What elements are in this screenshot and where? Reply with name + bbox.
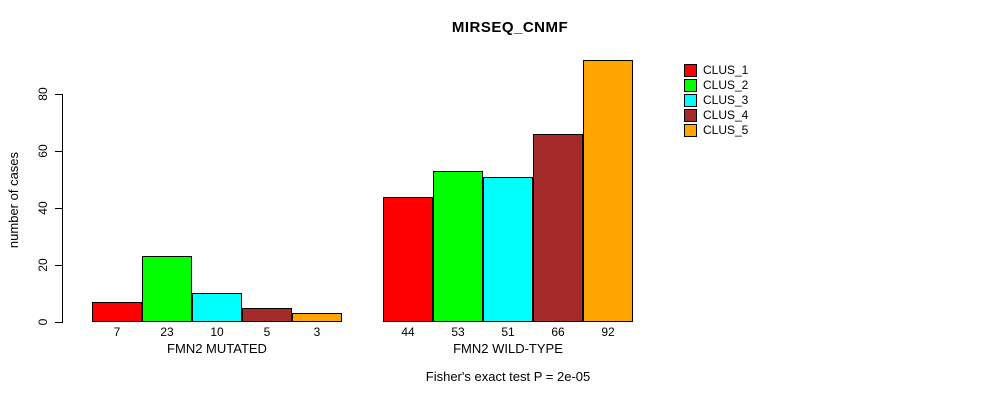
legend-item-clus-5: CLUS_5 [684, 123, 748, 138]
bar-value-label: 53 [451, 325, 465, 339]
legend-swatch-clus-1 [684, 64, 697, 77]
legend-label: CLUS_2 [703, 78, 749, 92]
y-tick-label: 80 [36, 87, 50, 101]
bar-clus-5-group2 [583, 60, 633, 322]
bar-value-label: 5 [263, 325, 271, 339]
y-tick-mark [55, 151, 62, 152]
bar-clus-4-group2 [533, 134, 583, 322]
bar-clus-5-group1 [292, 313, 342, 322]
bar-clus-3-group2 [483, 177, 533, 322]
y-tick-label: 60 [36, 144, 50, 158]
legend-label: CLUS_1 [703, 63, 749, 77]
y-axis-line [62, 94, 63, 323]
legend-item-clus-3: CLUS_3 [684, 93, 748, 108]
x-group-label-fmn2-wild-type: FMN2 WILD-TYPE [453, 341, 563, 356]
y-tick-mark [55, 208, 62, 209]
y-tick-label: 20 [36, 258, 50, 272]
bar-value-label: 10 [210, 325, 224, 339]
bar-value-label: 3 [313, 325, 321, 339]
legend-swatch-clus-2 [684, 79, 697, 92]
bar-clus-4-group1 [242, 308, 292, 322]
bar-value-label: 66 [551, 325, 565, 339]
legend-swatch-clus-5 [684, 124, 697, 137]
legend-label: CLUS_3 [703, 93, 749, 107]
legend-item-clus-1: CLUS_1 [684, 63, 748, 78]
bar-value-label: 92 [601, 325, 615, 339]
y-tick-label: 0 [36, 318, 50, 326]
bar-value-label: 51 [501, 325, 515, 339]
fisher-test-annotation: Fisher's exact test P = 2e-05 [425, 369, 591, 384]
legend: CLUS_1 CLUS_2 CLUS_3 CLUS_4 CLUS_5 [684, 63, 748, 138]
y-tick-label: 40 [36, 201, 50, 215]
x-group-label-fmn2-mutated: FMN2 MUTATED [167, 341, 267, 356]
bar-value-label: 44 [401, 325, 415, 339]
y-tick-mark [55, 94, 62, 95]
bar-clus-2-group1 [142, 256, 192, 322]
bar-clus-3-group1 [192, 293, 242, 322]
legend-swatch-clus-3 [684, 94, 697, 107]
bar-clus-2-group2 [433, 171, 483, 322]
bar-value-label: 23 [160, 325, 174, 339]
legend-item-clus-4: CLUS_4 [684, 108, 748, 123]
bar-clus-1-group2 [383, 197, 433, 322]
bar-clus-1-group1 [92, 302, 142, 322]
y-tick-mark [55, 265, 62, 266]
legend-swatch-clus-4 [684, 109, 697, 122]
legend-item-clus-2: CLUS_2 [684, 78, 748, 93]
bar-value-label: 7 [113, 325, 121, 339]
legend-label: CLUS_4 [703, 108, 749, 122]
legend-label: CLUS_5 [703, 123, 749, 137]
chart-title: MIRSEQ_CNMF [451, 19, 569, 36]
y-tick-mark [55, 322, 62, 323]
